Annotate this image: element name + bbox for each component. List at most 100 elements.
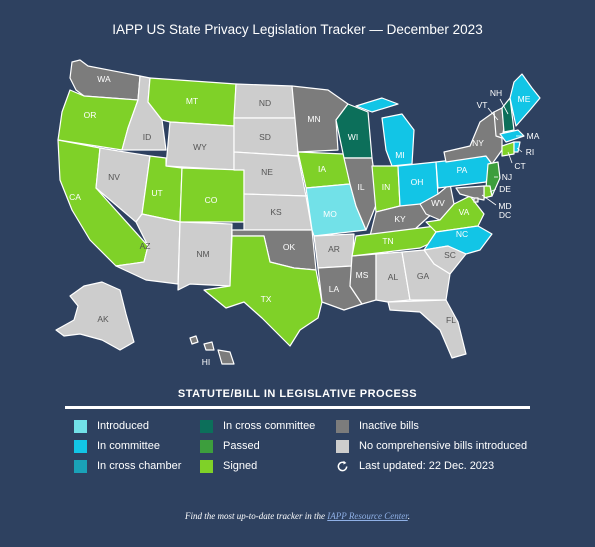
footer-prefix: Find the most up-to-date tracker in the	[185, 511, 325, 521]
state-label-NE: NE	[261, 167, 273, 177]
legend-swatch-introduced	[74, 419, 87, 433]
resource-center-link[interactable]: IAPP Resource Center	[327, 511, 408, 521]
state-label-WA: WA	[97, 74, 111, 84]
legend-item-inactive: Inactive bills	[336, 419, 419, 433]
state-FL[interactable]	[387, 299, 467, 359]
state-label-UT: UT	[151, 188, 162, 198]
legend-item-introduced: Introduced	[74, 419, 149, 433]
state-ME[interactable]	[509, 73, 541, 127]
state-label-HI: HI	[202, 357, 211, 367]
legend-label-inactive: Inactive bills	[359, 420, 419, 432]
state-label-NM: NM	[196, 249, 209, 259]
state-GA[interactable]	[401, 249, 451, 301]
legend-item-in-cross-chamber: In cross chamber	[74, 459, 181, 473]
state-label-NY: NY	[472, 138, 484, 148]
state-label-ID: ID	[143, 132, 152, 142]
state-label-SC: SC	[444, 250, 456, 260]
refresh-icon	[337, 460, 348, 471]
state-label-VT: VT	[477, 100, 488, 110]
state-NH[interactable]	[501, 97, 515, 133]
state-label-MO: MO	[323, 209, 337, 219]
state-label-SD: SD	[259, 132, 271, 142]
state-IL[interactable]	[343, 157, 379, 231]
state-label-KY: KY	[394, 214, 406, 224]
state-label-VA: VA	[459, 207, 470, 217]
state-AK[interactable]	[55, 281, 135, 351]
leader-ct	[507, 151, 513, 164]
legend-title: STATUTE/BILL IN LEGISLATIVE PROCESS	[177, 388, 418, 400]
state-label-DE: DE	[499, 184, 511, 194]
footer-suffix: .	[407, 511, 410, 521]
state-label-CO: CO	[205, 195, 218, 205]
state-label-GA: GA	[417, 271, 430, 281]
state-label-WI: WI	[348, 132, 358, 142]
legend-item-in-cross-committee: In cross committee	[200, 419, 315, 433]
state-label-MD: MD	[498, 201, 511, 211]
state-label-AL: AL	[388, 272, 399, 282]
legend-label-signed: Signed	[223, 460, 258, 472]
legend-item-signed: Signed	[200, 459, 257, 473]
legend-label-in-cross-committee: In cross committee	[223, 420, 316, 432]
legend-swatch-signed	[200, 459, 213, 473]
state-label-OK: OK	[283, 242, 296, 252]
state-label-AZ: AZ	[140, 241, 151, 251]
leader-ri	[516, 147, 523, 153]
state-label-TX: TX	[261, 294, 272, 304]
legend-label-in-cross-chamber: In cross chamber	[97, 460, 182, 472]
state-MS[interactable]	[349, 253, 377, 305]
state-label-IA: IA	[318, 164, 326, 174]
last-updated-text: Last updated: 22 Dec. 2023	[359, 460, 495, 472]
state-CT[interactable]	[501, 141, 515, 157]
legend-item-passed: Passed	[200, 439, 260, 453]
us-state-map: WA OR CA ID NV MT WY UT CO AZ NM ND SD N…	[55, 59, 541, 367]
state-MD[interactable]	[455, 185, 485, 201]
state-label-IL: IL	[357, 182, 364, 192]
state-label-CA: CA	[69, 192, 81, 202]
state-label-OH: OH	[411, 177, 424, 187]
legend-swatch-inactive	[336, 419, 349, 433]
state-label-AR: AR	[328, 244, 340, 254]
state-label-MT: MT	[186, 96, 198, 106]
state-DC[interactable]	[473, 197, 479, 203]
state-label-FL: FL	[446, 315, 456, 325]
leader-vt	[487, 107, 499, 121]
state-AL[interactable]	[375, 251, 411, 303]
state-label-CT: CT	[514, 161, 525, 171]
state-label-ME: ME	[518, 94, 531, 104]
legend-item-last-updated: Last updated: 22 Dec. 2023	[336, 459, 494, 473]
state-label-RI: RI	[526, 147, 535, 157]
state-label-LA: LA	[329, 284, 340, 294]
state-label-MA: MA	[527, 131, 540, 141]
legend-label-passed: Passed	[223, 440, 260, 452]
legend-divider	[65, 406, 530, 409]
state-label-NH: NH	[490, 88, 502, 98]
legend-swatch-in-cross-committee	[200, 419, 213, 433]
state-label-MN: MN	[307, 114, 320, 124]
legend-swatch-passed	[200, 439, 213, 453]
state-label-WY: WY	[193, 142, 207, 152]
state-label-IN: IN	[382, 182, 391, 192]
state-label-NV: NV	[108, 172, 120, 182]
legend-swatch-in-cross-chamber	[74, 459, 87, 473]
footer-note: Find the most up-to-date tracker in the …	[0, 511, 595, 521]
leader-md	[481, 194, 497, 206]
state-label-NC: NC	[456, 229, 468, 239]
state-TX[interactable]	[203, 235, 323, 347]
state-NM[interactable]	[177, 221, 233, 291]
state-HI[interactable]	[189, 335, 235, 365]
legend-label-introduced: Introduced	[97, 420, 149, 432]
state-RI[interactable]	[513, 141, 521, 153]
legend-label-in-committee: In committee	[97, 440, 160, 452]
state-label-PA: PA	[457, 165, 468, 175]
legend-swatch-none	[336, 439, 349, 453]
state-label-KS: KS	[270, 207, 282, 217]
state-label-WV: WV	[431, 198, 445, 208]
state-label-NJ: NJ	[502, 172, 512, 182]
legend-item-none: No comprehensive bills introduced	[336, 439, 527, 453]
state-label-TN: TN	[382, 236, 393, 246]
legend-swatch-in-committee	[74, 439, 87, 453]
state-WI[interactable]	[335, 103, 373, 159]
map-title: IAPP US State Privacy Legislation Tracke…	[112, 22, 483, 37]
state-label-AK: AK	[97, 314, 109, 324]
state-label-ND: ND	[259, 98, 271, 108]
